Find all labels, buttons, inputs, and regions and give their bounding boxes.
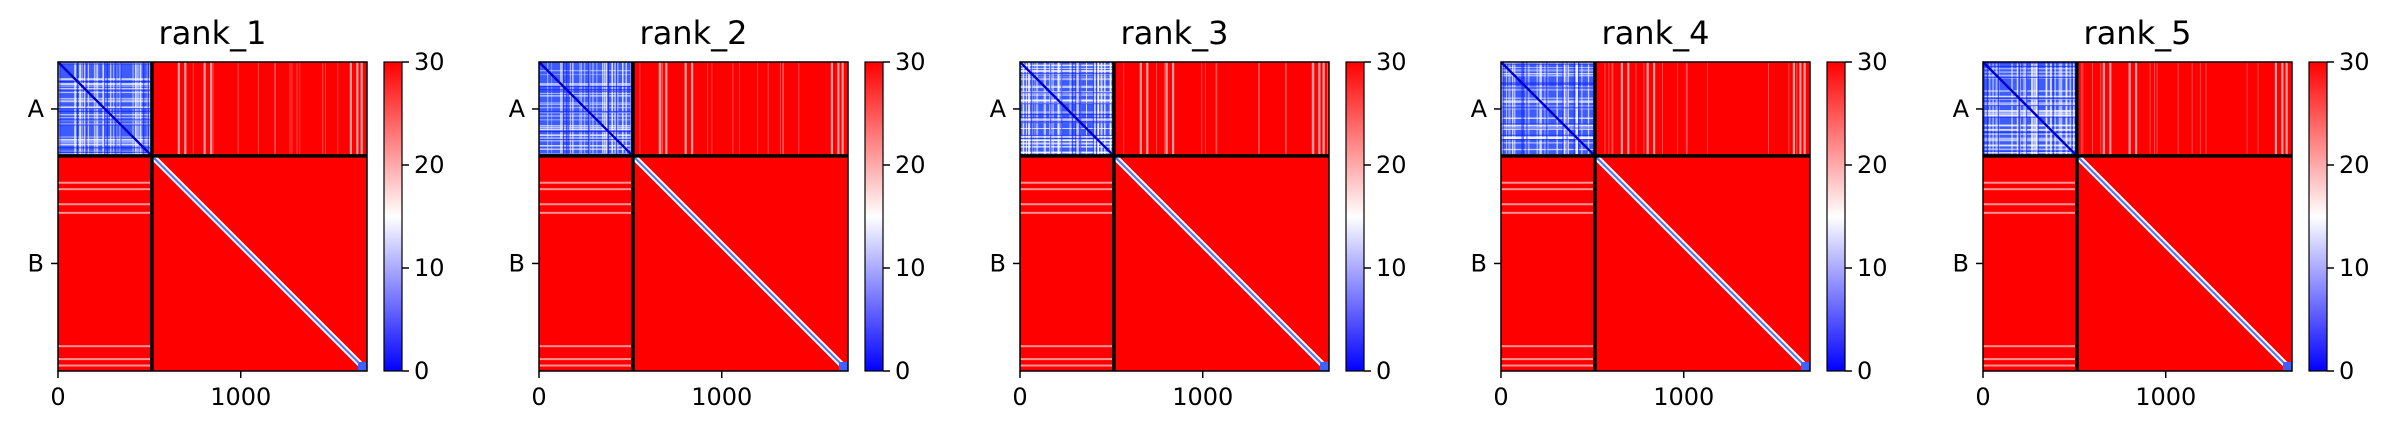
block-A-A: [1500, 61, 1596, 157]
heatmap-panel: rank_2 0 1000 A B 0 10 20 30: [509, 14, 926, 411]
axes-frame: [57, 61, 368, 372]
block-B-B: [149, 153, 370, 374]
colorbar: [1826, 61, 1846, 372]
colorbar-tick-label: 0: [414, 357, 429, 385]
colorbar: [2308, 61, 2328, 372]
x-tick-label: 0: [50, 383, 65, 411]
colorbar: [864, 61, 884, 372]
axes-frame: [1982, 61, 2293, 372]
block-B-B: [630, 153, 851, 374]
heatmap-panel: rank_4 0 1000 A B 0 10 20 30: [1471, 14, 1888, 411]
block-B-B: [2074, 153, 2295, 374]
y-tick-label: B: [990, 249, 1006, 277]
y-tick-label: A: [990, 95, 1007, 123]
block-B-A: [1020, 181, 1114, 367]
block-A-B: [177, 62, 367, 156]
block-B-A: [1983, 181, 2077, 367]
colorbar-tick-label: 0: [1376, 357, 1391, 385]
block-B-B: [1592, 153, 1813, 374]
x-tick-label: 1000: [210, 383, 271, 411]
axes-frame: [1019, 61, 1330, 372]
colorbar-tick-label: 20: [414, 151, 445, 179]
block-A-B: [1604, 62, 1806, 156]
colorbar: [1345, 61, 1365, 372]
x-tick-label: 0: [1975, 383, 1990, 411]
chart-title: rank_3: [1121, 14, 1229, 52]
x-tick-label: 1000: [2135, 383, 2196, 411]
y-tick-label: A: [1471, 95, 1488, 123]
colorbar-tick-label: 0: [2339, 357, 2354, 385]
heatmap-panel: rank_5 0 1000 A B 0 10 20 30: [1953, 14, 2370, 411]
x-tick-label: 0: [531, 383, 546, 411]
y-tick-label: A: [28, 95, 45, 123]
y-tick-label: B: [1953, 249, 1969, 277]
colorbar-tick-label: 30: [414, 48, 445, 76]
chart-title: rank_4: [1602, 14, 1710, 52]
chart-title: rank_2: [640, 14, 748, 52]
y-tick-label: B: [28, 249, 44, 277]
colorbar-tick-label: 0: [1857, 357, 1872, 385]
y-tick-label: A: [1953, 95, 1970, 123]
x-tick-label: 1000: [1172, 383, 1233, 411]
colorbar-tick-label: 10: [1857, 254, 1888, 282]
block-A-A: [1982, 61, 2078, 157]
block-A-A: [57, 61, 154, 158]
heatmap-panel: rank_1 0 1000 A B 0 10 20 30: [28, 14, 445, 411]
colorbar-tick-label: 30: [1376, 48, 1407, 76]
x-tick-label: 0: [1493, 383, 1508, 411]
y-tick-label: B: [1471, 249, 1487, 277]
colorbar-tick-label: 10: [2339, 254, 2370, 282]
x-tick-label: 0: [1012, 383, 1027, 411]
colorbar-tick-label: 30: [2339, 48, 2370, 76]
chart-title: rank_1: [159, 14, 267, 52]
block-B-A: [539, 181, 633, 367]
colorbar-tick-label: 0: [895, 357, 910, 385]
colorbar-tick-label: 20: [1376, 151, 1407, 179]
block-A-A: [538, 61, 635, 158]
axes-frame: [538, 61, 849, 372]
colorbar-tick-label: 10: [895, 254, 926, 282]
colorbar-tick-label: 10: [1376, 254, 1407, 282]
colorbar-tick-label: 30: [895, 48, 926, 76]
colorbar-tick-label: 10: [414, 254, 445, 282]
block-B-A: [1501, 181, 1595, 367]
block-B-B: [1111, 153, 1332, 374]
block-B-A: [58, 181, 152, 367]
colorbar-tick-label: 20: [2339, 151, 2370, 179]
y-tick-label: B: [509, 249, 525, 277]
block-A-A: [1019, 61, 1115, 157]
colorbar-tick-label: 30: [1857, 48, 1888, 76]
colorbar-tick-label: 20: [1857, 151, 1888, 179]
chart-title: rank_5: [2084, 14, 2192, 52]
x-tick-label: 1000: [691, 383, 752, 411]
axes-frame: [1500, 61, 1811, 372]
heatmap-panel: rank_3 0 1000 A B 0 10 20 30: [990, 14, 1407, 411]
x-tick-label: 1000: [1653, 383, 1714, 411]
block-A-B: [1123, 62, 1328, 156]
y-tick-label: A: [509, 95, 526, 123]
colorbar: [383, 61, 403, 372]
block-A-B: [639, 62, 844, 156]
colorbar-tick-label: 20: [895, 151, 926, 179]
